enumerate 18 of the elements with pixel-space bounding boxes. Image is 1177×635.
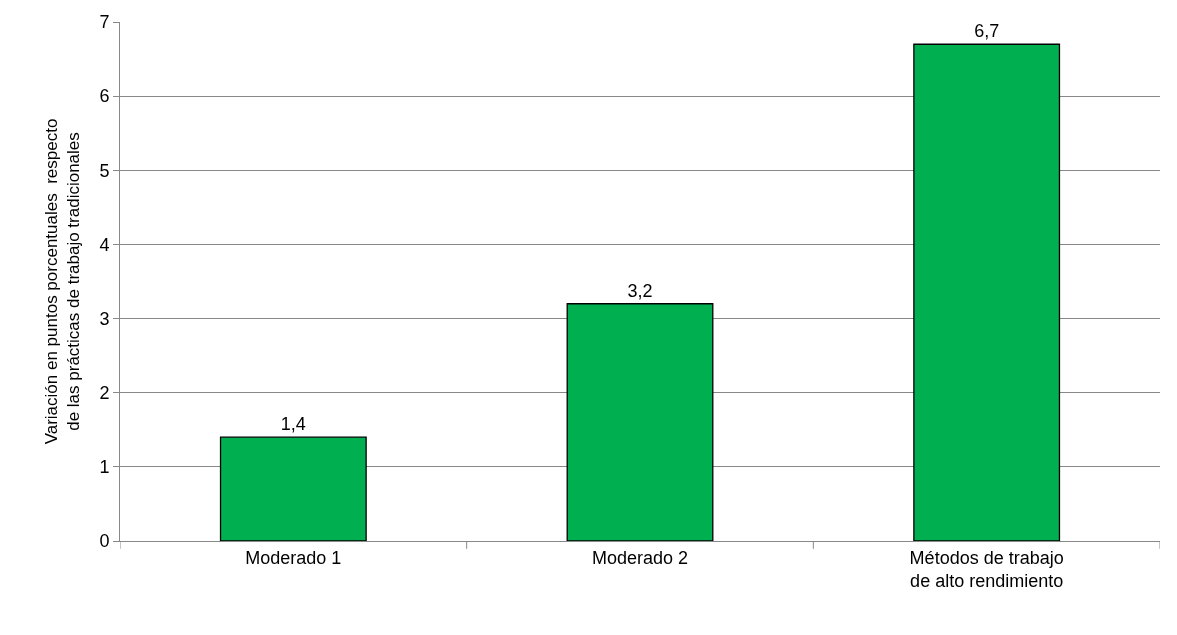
y-tick-label: 1 [99,457,110,478]
y-tick-label: 3 [99,308,110,329]
y-axis-title: Variación en puntos porcentuales respecto de las prácticas de trabajo tradicionales [41,118,83,445]
x-tick-label: Métodos de trabajo de alto rendimiento [909,547,1064,591]
bar [219,436,367,541]
bar [566,303,714,541]
data-label: 3,2 [627,280,653,301]
y-tick-label: 2 [99,383,110,404]
data-label: 6,7 [974,21,1000,42]
y-tick-label: 6 [99,86,110,107]
data-label: 1,4 [280,414,306,435]
x-tick-label: Moderado 2 [591,547,689,568]
x-tick-label: Moderado 1 [245,547,342,568]
y-tick-label: 4 [99,234,110,255]
y-tick-label: 0 [99,531,110,552]
y-tick-label: 5 [99,160,110,181]
bar [913,43,1061,541]
y-tick-label: 7 [99,12,110,33]
